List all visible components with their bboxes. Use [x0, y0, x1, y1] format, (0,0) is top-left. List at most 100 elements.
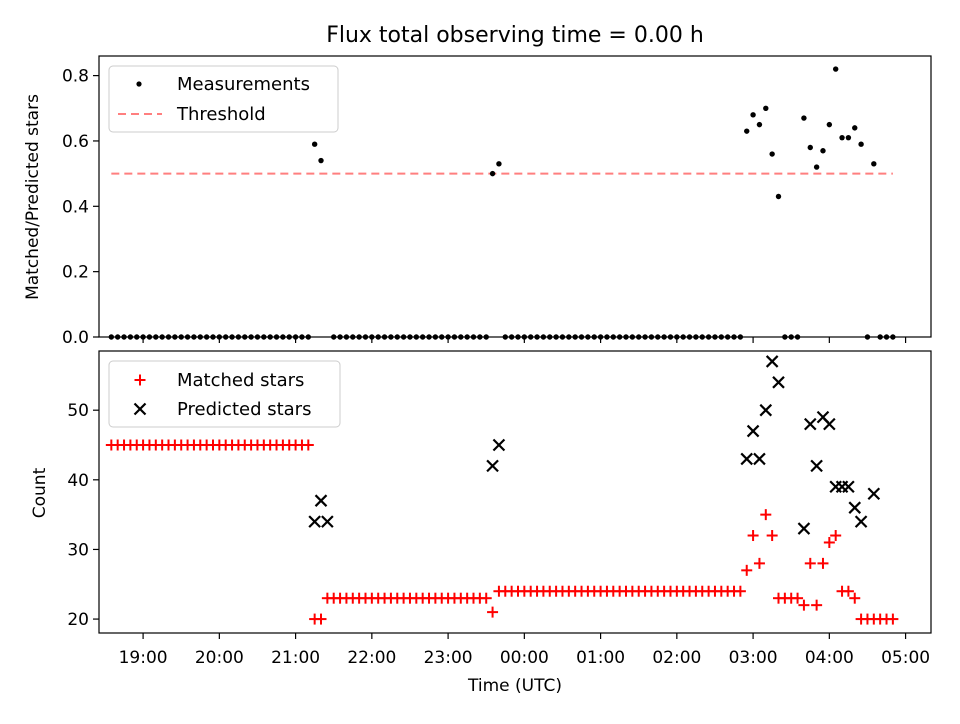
measurement-point	[216, 334, 223, 340]
matched-star-point	[804, 557, 816, 569]
measurement-point	[623, 334, 629, 340]
predicted-star-point	[797, 522, 811, 535]
measurement-point	[642, 334, 648, 340]
matched-star-point	[823, 536, 835, 548]
measurement-point	[477, 334, 483, 340]
predicted-star-point	[842, 480, 855, 494]
matched-star-point	[753, 557, 765, 569]
measurement-point	[248, 334, 254, 340]
measurement-point	[839, 134, 845, 141]
top-y-tick-label: 0.4	[62, 197, 89, 217]
predicted-star-point	[848, 501, 862, 514]
measurement-point	[356, 334, 362, 340]
matched-star-point	[792, 592, 804, 604]
x-tick-label: 04:00	[805, 648, 854, 668]
x-tick-label: 19:00	[119, 648, 168, 668]
measurement-point	[534, 334, 540, 340]
measurement-point	[388, 334, 394, 340]
measurement-point	[629, 334, 636, 340]
measurement-point	[184, 334, 191, 340]
matched-stars-points	[105, 439, 899, 625]
measurement-point	[750, 112, 756, 118]
measurement-point	[439, 334, 445, 340]
predicted-star-point	[746, 424, 760, 438]
measurement-points	[108, 66, 896, 340]
measurement-point	[578, 334, 585, 340]
measurement-point	[489, 170, 496, 177]
measurement-point	[305, 334, 312, 340]
measurement-point	[705, 334, 712, 340]
measurement-point	[890, 334, 896, 340]
measurement-point	[362, 334, 369, 340]
bottom-x-axis: 19:00 20:00 21:00 22:00 23:00 00:00 01:00 02:00…	[119, 633, 930, 668]
measurement-point	[845, 134, 852, 141]
measurement-point	[527, 334, 534, 340]
measurement-point	[280, 334, 286, 340]
measurement-point	[369, 334, 375, 340]
top-y-tick-label: 0.2	[62, 263, 89, 283]
matched-star-point	[887, 613, 899, 625]
predicted-star-point	[810, 459, 823, 473]
measurement-point	[877, 334, 883, 340]
predicted-star-point	[867, 487, 881, 501]
measurement-point	[775, 193, 782, 200]
measurement-point	[883, 334, 890, 340]
measurement-point	[121, 334, 127, 340]
measurement-point	[756, 121, 763, 128]
measurement-point	[191, 334, 197, 340]
measurement-point	[852, 125, 858, 131]
measurement-point	[559, 334, 566, 340]
matched-star-point	[842, 585, 854, 597]
predicted-star-point	[753, 452, 766, 466]
matched-star-point	[487, 606, 499, 618]
measurement-point	[572, 334, 578, 340]
measurement-point	[451, 334, 458, 340]
measurement-point	[731, 334, 737, 340]
measurement-point	[483, 334, 489, 340]
measurement-point	[871, 161, 877, 167]
measurement-point	[229, 334, 235, 340]
bottom-plot-frame	[98, 350, 932, 634]
measurement-point	[763, 105, 769, 111]
measurement-point	[585, 334, 591, 340]
predicted-star-point	[772, 376, 785, 389]
measurement-point	[648, 334, 655, 340]
matched-star-point	[480, 592, 492, 604]
measurement-point	[426, 334, 432, 340]
matched-star-point	[849, 592, 861, 604]
measurement-point	[178, 334, 184, 340]
bottom-y-tick-label: 40	[67, 471, 89, 491]
bottom-y-tick-label: 30	[67, 540, 89, 560]
x-tick-label: 21:00	[271, 648, 320, 668]
measurement-point	[788, 334, 794, 340]
measurement-point	[458, 334, 464, 340]
measurement-point	[261, 334, 267, 340]
matched-star-point	[817, 557, 829, 569]
measurement-point	[782, 334, 788, 340]
measurement-point	[826, 121, 833, 128]
x-tick-label: 05:00	[881, 648, 930, 668]
measurement-point	[267, 334, 273, 340]
measurement-point	[413, 334, 420, 340]
measurement-point	[165, 334, 172, 340]
measurement-point	[286, 334, 292, 340]
legend-measurements-label: Measurements	[177, 74, 310, 95]
measurement-point	[699, 334, 705, 340]
bottom-legend-box	[108, 360, 341, 428]
predicted-star-point	[314, 494, 328, 507]
measurement-point	[197, 334, 203, 340]
measurement-point	[820, 148, 826, 154]
legend-matched-marker	[134, 374, 146, 386]
predicted-star-point	[321, 515, 334, 528]
measurement-point	[311, 141, 318, 147]
measurement-point	[419, 334, 426, 340]
measurement-point	[724, 334, 731, 340]
predicted-star-point	[803, 417, 817, 431]
measurement-point	[674, 334, 680, 340]
measurement-point	[445, 334, 451, 340]
matched-star-point	[766, 530, 778, 542]
bottom-y-axis-label: Count	[30, 467, 50, 518]
measurement-point	[203, 334, 210, 340]
